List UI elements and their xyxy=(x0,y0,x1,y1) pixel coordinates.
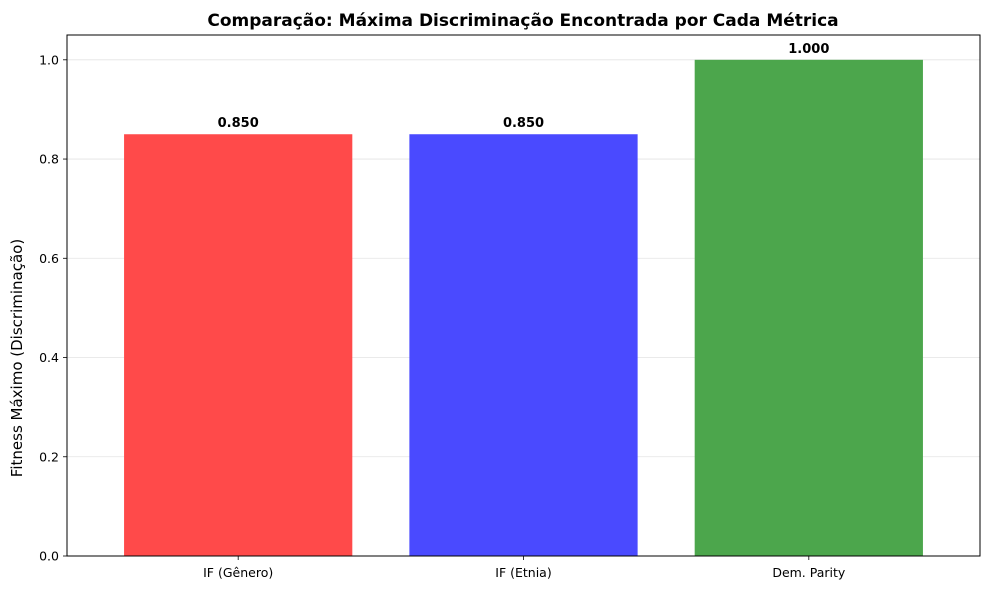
y-tick-label: 0.8 xyxy=(39,152,59,167)
data-labels: 0.850 0.850 1.000 xyxy=(218,42,830,131)
bar xyxy=(124,134,353,556)
axes-frame xyxy=(66,34,981,557)
bar xyxy=(409,134,638,556)
bar xyxy=(694,59,923,557)
data-label: 0.850 xyxy=(218,116,259,131)
data-label: 1.000 xyxy=(788,42,829,57)
y-tick-label: 0.6 xyxy=(39,251,59,266)
bars xyxy=(124,59,923,557)
x-tick-label: IF (Etnia) xyxy=(495,565,551,580)
y-tick-label: 0.2 xyxy=(39,449,59,464)
x-axis-ticks: IF (Gênero) IF (Etnia) Dem. Parity xyxy=(203,556,846,580)
y-axis-ticks: 0.0 0.2 0.4 0.6 0.8 1.0 xyxy=(39,52,67,564)
x-tick-label: IF (Gênero) xyxy=(203,565,273,580)
y-axis-label: Fitness Máximo (Discriminação) xyxy=(8,239,26,477)
data-label: 0.850 xyxy=(503,116,544,131)
chart-title: Comparação: Máxima Discriminação Encontr… xyxy=(207,11,838,31)
y-tick-label: 1.0 xyxy=(39,52,59,67)
x-tick-label: Dem. Parity xyxy=(772,565,846,580)
y-tick-label: 0.4 xyxy=(39,350,59,365)
y-tick-label: 0.0 xyxy=(39,549,59,564)
